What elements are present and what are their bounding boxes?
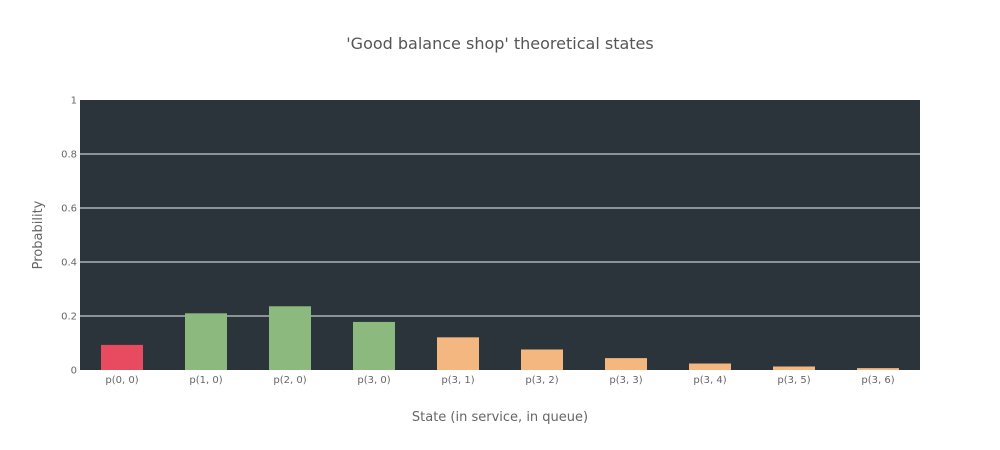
x-tick-label: p(3, 5) <box>777 375 810 386</box>
x-tick-label: p(3, 2) <box>525 375 558 386</box>
bar[interactable] <box>857 368 899 370</box>
y-tick-label: 0.4 <box>61 258 77 269</box>
chart-title: 'Good balance shop' theoretical states <box>346 34 654 53</box>
bar[interactable] <box>773 366 815 370</box>
y-tick-labels: 0 0.2 0.4 0.6 0.8 1 <box>61 96 77 377</box>
x-tick-label: p(3, 1) <box>441 375 474 386</box>
y-tick-label: 0 <box>71 366 77 377</box>
y-tick-label: 0.8 <box>61 150 77 161</box>
bars <box>101 306 899 370</box>
x-tick-labels: p(0, 0) p(1, 0) p(2, 0) p(3, 0) p(3, 1) p(3, … <box>105 375 894 386</box>
bar[interactable] <box>185 313 227 370</box>
x-axis-title: State (in service, in queue) <box>412 410 588 425</box>
y-tick-label: 0.6 <box>61 204 77 215</box>
y-axis-title: Probability <box>31 200 46 269</box>
x-tick-label: p(2, 0) <box>273 375 306 386</box>
bar[interactable] <box>353 321 395 370</box>
x-tick-label: p(3, 6) <box>861 375 894 386</box>
bar[interactable] <box>269 306 311 370</box>
y-tick-label: 1 <box>71 96 77 107</box>
bar[interactable] <box>521 349 563 370</box>
x-tick-label: p(3, 0) <box>357 375 390 386</box>
x-tick-label: p(0, 0) <box>105 375 138 386</box>
bar[interactable] <box>101 344 143 370</box>
bar[interactable] <box>437 337 479 370</box>
x-tick-label: p(3, 3) <box>609 375 642 386</box>
x-tick-label: p(1, 0) <box>189 375 222 386</box>
bar[interactable] <box>689 363 731 370</box>
bar[interactable] <box>605 358 647 370</box>
x-tick-label: p(3, 4) <box>693 375 726 386</box>
y-tick-label: 0.2 <box>61 312 77 323</box>
